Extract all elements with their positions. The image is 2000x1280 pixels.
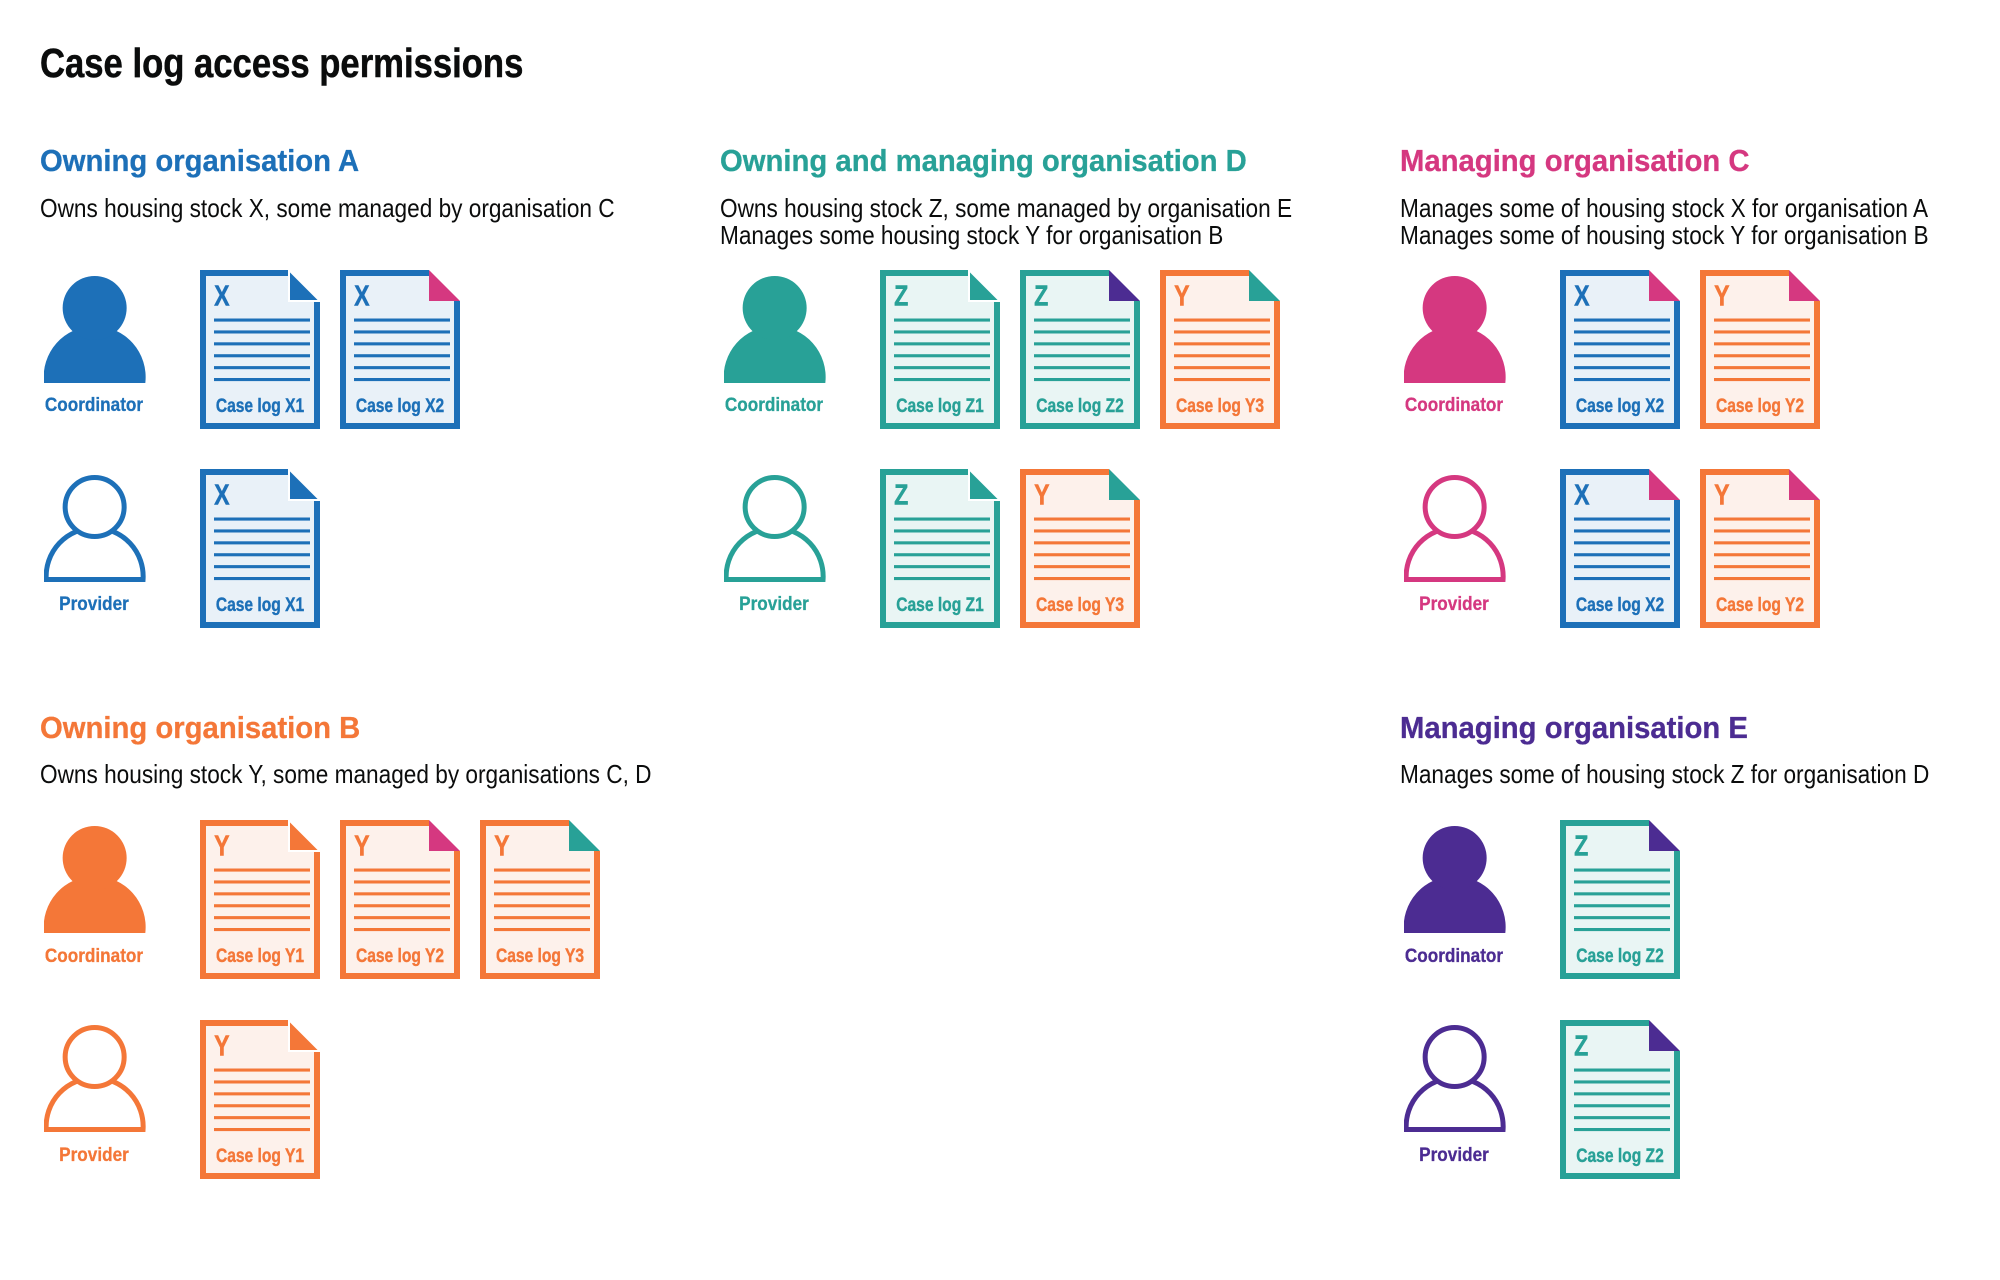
svg-text:Z: Z — [894, 279, 908, 312]
svg-text:Case log Y2: Case log Y2 — [1716, 394, 1804, 416]
svg-text:Z: Z — [1034, 279, 1048, 312]
svg-text:Case log X1: Case log X1 — [216, 594, 305, 616]
svg-text:Case log X1: Case log X1 — [216, 394, 305, 416]
svg-text:X: X — [214, 478, 230, 511]
svg-text:Y: Y — [1714, 279, 1730, 312]
svg-text:Y: Y — [214, 829, 230, 862]
svg-text:Case log Z2: Case log Z2 — [1576, 945, 1664, 967]
svg-text:Case log Y3: Case log Y3 — [1176, 394, 1264, 416]
svg-text:Case log Z1: Case log Z1 — [896, 594, 984, 616]
svg-text:Case log Z1: Case log Z1 — [896, 394, 984, 416]
svg-text:Case log Y2: Case log Y2 — [1716, 594, 1804, 616]
svg-text:Case log Y1: Case log Y1 — [216, 945, 304, 967]
svg-text:Y: Y — [214, 1029, 230, 1062]
svg-text:Y: Y — [1034, 478, 1050, 511]
svg-text:Case log Y2: Case log Y2 — [356, 945, 444, 967]
svg-text:Case log X2: Case log X2 — [1576, 394, 1665, 416]
svg-text:Y: Y — [1174, 279, 1190, 312]
svg-text:Case log Y1: Case log Y1 — [216, 1144, 304, 1166]
svg-text:Case log Y3: Case log Y3 — [1036, 594, 1124, 616]
svg-text:Y: Y — [494, 829, 510, 862]
svg-text:Case log Z2: Case log Z2 — [1576, 1144, 1664, 1166]
svg-text:X: X — [214, 279, 230, 312]
svg-text:Y: Y — [354, 829, 370, 862]
svg-text:Case log X2: Case log X2 — [1576, 594, 1665, 616]
svg-text:Case log Z2: Case log Z2 — [1036, 394, 1124, 416]
svg-text:X: X — [1574, 279, 1590, 312]
svg-text:Z: Z — [894, 478, 908, 511]
svg-text:Z: Z — [1574, 1029, 1588, 1062]
svg-text:X: X — [1574, 478, 1590, 511]
svg-text:Case log Y3: Case log Y3 — [496, 945, 584, 967]
svg-text:X: X — [354, 279, 370, 312]
svg-text:Case log X2: Case log X2 — [356, 394, 445, 416]
svg-text:Y: Y — [1714, 478, 1730, 511]
svg-text:Z: Z — [1574, 829, 1588, 862]
